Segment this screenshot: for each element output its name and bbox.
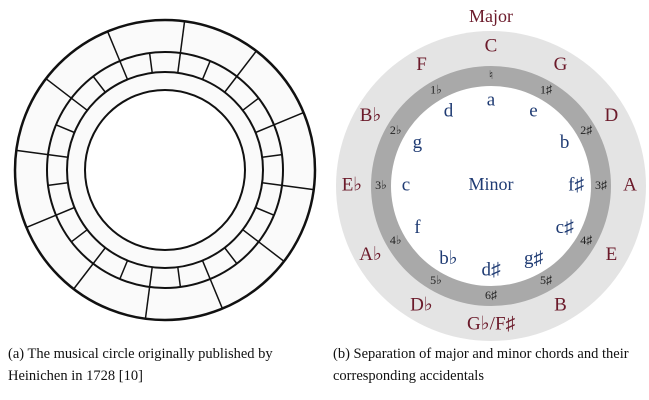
minor-key: c [402, 174, 410, 195]
major-key: G [554, 54, 568, 75]
accidental: 1♭ [430, 82, 442, 96]
minor-heading: Minor [469, 174, 514, 194]
accidental: 5♯ [540, 273, 552, 287]
caption-b: (b) Separation of major and minor chords… [333, 343, 649, 387]
accidental: 4♭ [390, 233, 402, 247]
minor-key: g [413, 132, 423, 153]
major-key: G♭/F♯ [467, 313, 515, 334]
minor-key: e [529, 101, 537, 122]
minor-key: f [414, 217, 421, 238]
circle-of-fifths: Major Minor C G D A E B G♭/F♯ D♭ A♭ E♭ B♭ F ♮ 1♯ 2♯ 3♯ 4… [336, 6, 646, 341]
major-key: A [623, 174, 637, 195]
major-key: F [416, 54, 427, 75]
minor-key: a [487, 89, 496, 110]
major-key: D♭ [410, 295, 433, 316]
minor-key: d [444, 101, 454, 122]
accidental: 2♯ [580, 123, 592, 137]
figure-page: Major Minor C G D A E B G♭/F♯ D♭ A♭ E♭ B♭ F ♮ 1♯ 2♯ 3♯ 4… [0, 0, 649, 400]
accidental: 3♭ [375, 178, 387, 192]
accidental: 2♭ [390, 123, 402, 137]
accidental: 3♯ [595, 178, 607, 192]
major-key: D [605, 105, 619, 126]
accidental: ♮ [489, 68, 493, 82]
minor-key: b [560, 132, 570, 153]
major-key: E♭ [342, 174, 363, 195]
major-key: B [554, 295, 567, 316]
accidental: 4♯ [580, 233, 592, 247]
major-key: C [485, 35, 498, 56]
major-key: E [606, 244, 618, 265]
figures: Major Minor C G D A E B G♭/F♯ D♭ A♭ E♭ B♭ F ♮ 1♯ 2♯ 3♯ 4… [0, 0, 649, 345]
minor-key: b♭ [439, 248, 457, 269]
major-key: B♭ [360, 105, 382, 126]
historical-circle-image [15, 20, 315, 320]
caption-a: (a) The musical circle originally publis… [8, 343, 328, 387]
minor-key: g♯ [524, 248, 543, 269]
accidental: 6♯ [485, 288, 497, 302]
accidental: 5♭ [430, 273, 442, 287]
accidental: 1♯ [540, 82, 552, 96]
minor-key: f♯ [568, 174, 584, 195]
minor-key: d♯ [482, 259, 501, 280]
major-heading: Major [469, 6, 513, 26]
minor-key: c♯ [556, 217, 574, 238]
major-key: A♭ [359, 244, 382, 265]
